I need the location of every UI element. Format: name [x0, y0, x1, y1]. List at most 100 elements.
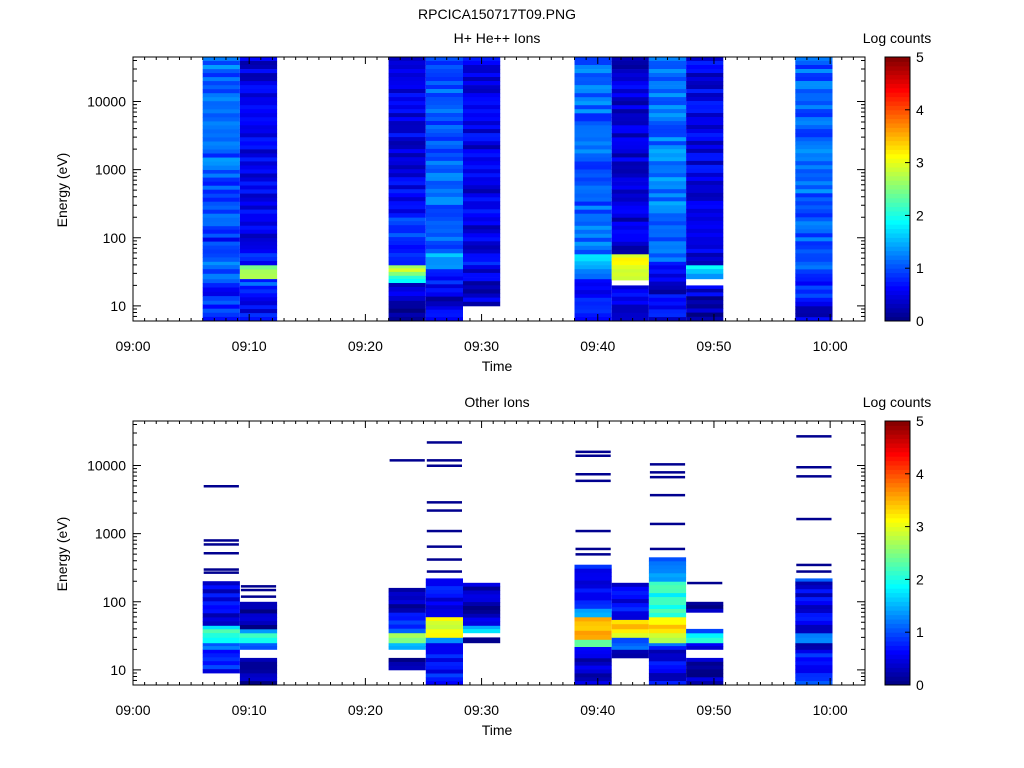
heatmap-cell: [425, 268, 463, 274]
heatmap-cell: [795, 225, 833, 230]
heatmap-cell: [686, 121, 724, 126]
heatmap-cell: [239, 145, 278, 150]
heatmap-cell: [239, 61, 278, 66]
y-tick-label: 10000: [87, 458, 126, 474]
colorbar-segment: [885, 548, 910, 554]
time-column: [648, 57, 687, 322]
heatmap-cell: [463, 637, 501, 644]
heatmap-cell: [425, 276, 463, 281]
heatmap-cell: [425, 164, 463, 170]
heatmap-cell: [239, 249, 278, 254]
isolated-count-line: [203, 543, 239, 546]
heatmap-cell: [239, 201, 278, 206]
colorbar-segment: [885, 290, 910, 296]
heatmap-cell: [239, 221, 278, 227]
heatmap-cell: [425, 125, 463, 130]
heatmap-cell: [611, 615, 649, 620]
colorbar-tick-label: 2: [916, 207, 924, 223]
heatmap-cell: [425, 133, 463, 138]
colorbar-segment: [885, 259, 910, 265]
heatmap-cell: [611, 125, 649, 130]
heatmap-cell: [574, 57, 612, 62]
heatmap-cell: [611, 649, 649, 655]
isolated-count-line: [203, 485, 239, 488]
heatmap-cell: [388, 133, 426, 138]
heatmap-cell: [239, 613, 278, 618]
colorbar-label: Log counts: [863, 30, 932, 46]
heatmap-cell: [574, 630, 612, 636]
heatmap-cell: [611, 85, 649, 90]
colorbar-segment: [885, 671, 910, 677]
heatmap-cell: [611, 57, 649, 62]
heatmap-cell: [388, 287, 426, 292]
heatmap-cell: [648, 577, 687, 582]
heatmap-cell: [648, 221, 687, 226]
heatmap-cell: [425, 248, 463, 254]
isolated-count-line: [796, 570, 832, 573]
heatmap-cell: [574, 646, 612, 651]
heatmap-cell: [686, 176, 724, 182]
heatmap-cell: [795, 585, 833, 590]
heatmap-cell: [611, 582, 649, 588]
colorbar-segment: [885, 285, 910, 291]
heatmap-cell: [463, 297, 501, 303]
colorbar-segment: [885, 509, 910, 514]
colorbar-segment: [885, 294, 910, 300]
heatmap-cell: [425, 616, 463, 622]
heatmap-cell: [202, 177, 240, 182]
heatmap-cell: [648, 653, 687, 658]
heatmap-cell: [795, 73, 833, 78]
heatmap-cell: [648, 133, 687, 138]
heatmap-cell: [463, 602, 501, 607]
heatmap-cell: [686, 665, 724, 670]
heatmap-cell: [463, 197, 501, 202]
heatmap-cell: [795, 209, 833, 214]
colorbar-segment: [885, 246, 910, 252]
isolated-count-line: [426, 509, 462, 512]
heatmap-cell: [425, 593, 463, 598]
time-column: [648, 557, 687, 686]
heatmap-cell: [388, 624, 426, 630]
heatmap-cell: [425, 196, 463, 202]
heatmap-cell: [388, 604, 426, 609]
heatmap-cell: [795, 149, 833, 154]
heatmap-cell: [463, 253, 501, 258]
heatmap-cell: [202, 77, 240, 82]
heatmap-cell: [425, 160, 463, 166]
time-column: [239, 601, 278, 686]
heatmap-cell: [239, 101, 278, 106]
heatmap-cell: [463, 606, 501, 611]
heatmap-cell: [686, 316, 724, 322]
heatmap-cell: [463, 177, 501, 182]
isolated-count-line: [389, 459, 425, 462]
heatmap-cell: [574, 282, 612, 287]
heatmap-cell: [574, 89, 612, 94]
heatmap-cell: [686, 628, 724, 634]
time-column: [463, 582, 501, 644]
heatmap-cell: [611, 221, 649, 227]
heatmap-cell: [686, 661, 724, 667]
colorbar-segment: [885, 189, 910, 194]
panel-title: Other Ions: [464, 394, 529, 410]
heatmap-cell: [425, 89, 463, 94]
heatmap-cell: [686, 312, 724, 318]
heatmap-cell: [202, 316, 240, 322]
colorbar-segment: [885, 180, 910, 186]
heatmap-cell: [239, 642, 278, 647]
heatmap-cell: [611, 253, 649, 258]
heatmap-cell: [425, 578, 463, 583]
heatmap-cell: [239, 237, 278, 243]
time-column: [686, 601, 724, 686]
heatmap-cell: [574, 621, 612, 627]
heatmap-cell: [648, 81, 687, 86]
heatmap-cell: [388, 125, 426, 130]
heatmap-cell: [574, 153, 612, 158]
heatmap-cell: [388, 249, 426, 254]
heatmap-cell: [239, 301, 278, 306]
heatmap-cell: [648, 149, 687, 154]
heatmap-cell: [202, 197, 240, 203]
isolated-count-line: [426, 529, 462, 533]
colorbar-label: Log counts: [863, 394, 932, 410]
heatmap-cell: [686, 109, 724, 114]
heatmap-cell: [425, 188, 463, 194]
